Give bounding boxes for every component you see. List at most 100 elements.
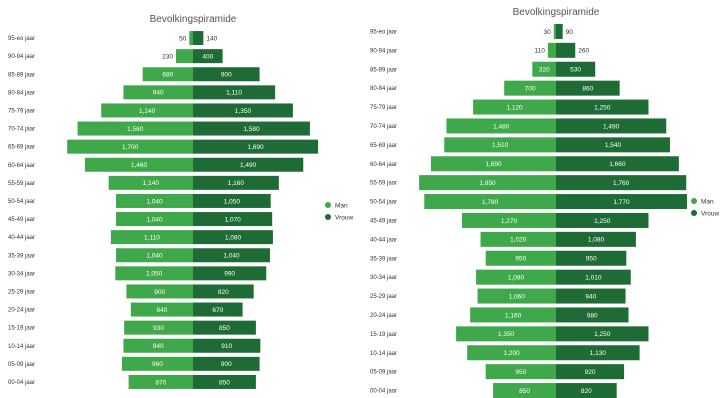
bar-man: [67, 139, 193, 154]
bar-vrouw-value: 1,080: [225, 234, 242, 241]
bar-man: [480, 231, 556, 247]
bar-vrouw: [556, 175, 687, 191]
bar-man: [84, 157, 193, 172]
bar-man-value: 900: [154, 289, 165, 296]
bar-man-value: 1,460: [131, 162, 148, 169]
bar-vrouw: [193, 230, 273, 245]
bar-man: [547, 42, 556, 58]
bar-man: [101, 103, 193, 118]
bar-man-value: 110: [534, 48, 545, 55]
age-group-label: 85-89 jaar: [370, 67, 397, 73]
age-group-label: 55-59 jaar: [370, 181, 397, 187]
bar-vrouw-value: 1,010: [585, 274, 602, 281]
bar-vrouw: [193, 284, 254, 299]
bar-man: [462, 212, 556, 228]
bar-man-value: 950: [515, 369, 526, 376]
bar-man-value: 1,850: [479, 180, 496, 187]
bar-vrouw-value: 980: [587, 312, 598, 319]
bar-man: [123, 85, 193, 100]
age-group-label: 65-69 jaar: [370, 143, 397, 149]
bar-vrouw-value: 850: [219, 379, 230, 386]
bar-man: [485, 364, 556, 380]
bar-man: [115, 266, 193, 281]
bar-vrouw-value: 1,540: [605, 142, 622, 149]
bar-vrouw-value: 850: [219, 325, 230, 332]
age-group-label: 00-04 jaar: [8, 380, 35, 386]
bar-vrouw-value: 1,250: [594, 218, 611, 225]
bar-vrouw-value: 1,250: [594, 104, 611, 111]
age-group-label: 50-54 jaar: [370, 200, 397, 206]
bar-man-value: 870: [155, 379, 166, 386]
bar-man: [477, 288, 556, 304]
age-group-label: 00-04 jaar: [370, 389, 397, 395]
bar-man-value: 930: [153, 325, 164, 332]
bar-man: [553, 23, 556, 39]
bar-vrouw-value: 1,580: [243, 126, 260, 133]
bar-vrouw-value: 1,770: [613, 199, 630, 206]
legend-marker: [325, 214, 331, 220]
bar-man: [419, 175, 556, 191]
bar-man: [444, 137, 556, 153]
bar-vrouw: [556, 288, 626, 304]
age-group-label: 10-14 jaar: [370, 351, 397, 357]
age-group-label: 95-eo jaar: [370, 29, 397, 35]
age-group-label: 40-44 jaar: [370, 237, 397, 243]
bar-vrouw: [193, 49, 223, 64]
bar-man: [485, 250, 556, 266]
bar-vrouw-value: 1,690: [247, 144, 264, 151]
bar-vrouw: [193, 338, 261, 353]
age-group-label: 80-84 jaar: [370, 86, 397, 92]
bar-vrouw: [556, 61, 596, 77]
bar-man: [430, 156, 556, 172]
bar-man-value: 1,080: [508, 274, 525, 281]
age-group-label: 90-94 jaar: [8, 54, 35, 60]
age-group-label: 70-74 jaar: [8, 127, 35, 133]
bar-man: [116, 193, 193, 208]
bar-vrouw-value: 1,110: [226, 90, 242, 97]
bar-vrouw: [193, 103, 293, 118]
bar-vrouw-value: 860: [582, 85, 593, 92]
bar-vrouw: [193, 175, 279, 190]
bar-vrouw-value: 1,070: [224, 216, 241, 223]
bar-man-value: 1,050: [146, 271, 163, 278]
bar-man: [123, 338, 193, 353]
bar-vrouw-value: 910: [221, 343, 232, 350]
bar-vrouw-value: 1,760: [613, 180, 630, 187]
chart-title: Bevolkingspiramide: [513, 7, 600, 18]
age-group-label: 20-24 jaar: [8, 308, 35, 314]
bar-man-value: 960: [152, 361, 163, 368]
bar-vrouw: [556, 231, 636, 247]
bar-vrouw: [556, 326, 649, 342]
bar-vrouw: [556, 212, 649, 228]
bar-man: [532, 61, 556, 77]
bar-vrouw: [193, 193, 271, 208]
age-group-label: 45-49 jaar: [370, 218, 397, 224]
legend: Man Vrouw: [691, 198, 719, 217]
bar-vrouw: [556, 250, 627, 266]
bar-man: [128, 374, 193, 389]
bar-vrouw: [556, 156, 679, 172]
bar-vrouw-value: 900: [221, 72, 232, 79]
bar-vrouw: [556, 42, 576, 58]
bar-man-value: 1,700: [122, 144, 139, 151]
bar-vrouw: [193, 248, 270, 263]
bar-man-value: 50: [179, 35, 187, 42]
chart-title: Bevolkingspiramide: [150, 14, 237, 25]
bar-vrouw-value: 140: [206, 35, 217, 42]
bar-vrouw-value: 920: [585, 369, 596, 376]
bar-man: [116, 212, 193, 227]
bar-vrouw: [556, 194, 687, 210]
age-group-label: 50-54 jaar: [8, 199, 35, 205]
bar-vrouw: [193, 320, 256, 335]
bar-vrouw-value: 1,160: [228, 180, 245, 187]
bar-man: [504, 80, 556, 96]
bar-vrouw: [556, 269, 631, 285]
age-group-label: 25-29 jaar: [370, 294, 397, 300]
bar-vrouw-value: 90: [566, 29, 574, 36]
bar-vrouw-value: 820: [218, 289, 229, 296]
bar-vrouw-value: 1,130: [590, 350, 607, 357]
bar-man: [456, 326, 556, 342]
age-group-label: 60-64 jaar: [8, 163, 35, 169]
bar-man-value: 30: [544, 29, 552, 36]
